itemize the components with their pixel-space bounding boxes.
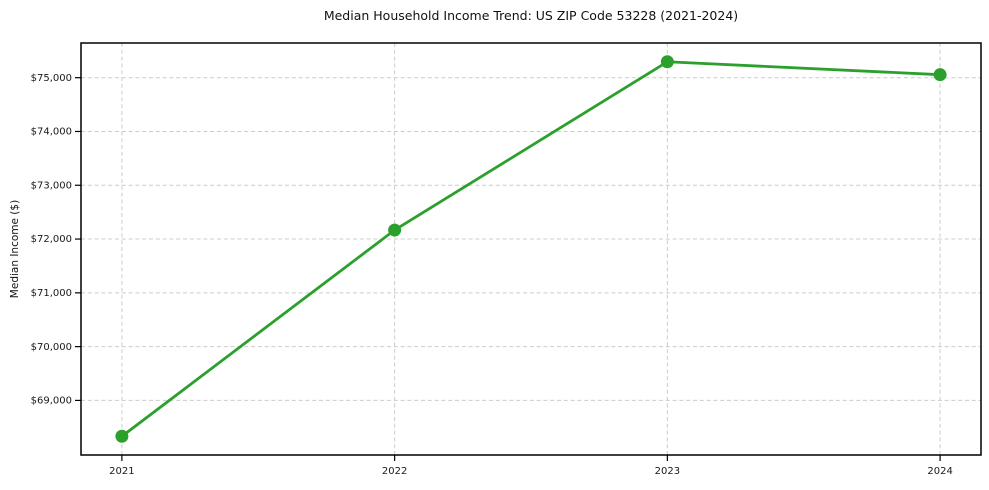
- y-tick-label: $71,000: [31, 288, 72, 299]
- x-tick-label: 2023: [655, 466, 680, 477]
- x-tick-label: 2021: [109, 466, 134, 477]
- y-tick-label: $75,000: [31, 73, 72, 84]
- x-tick-label: 2024: [927, 466, 952, 477]
- y-tick-label: $72,000: [31, 234, 72, 245]
- x-tick-label: 2022: [382, 466, 407, 477]
- y-tick-label: $74,000: [31, 127, 72, 138]
- y-tick-label: $69,000: [31, 396, 72, 407]
- median-income-line: [120, 60, 942, 438]
- plot-border: [80, 42, 982, 456]
- chart-title: Median Household Income Trend: US ZIP Co…: [323, 8, 739, 23]
- data-point-2021: [115, 429, 129, 443]
- y-tick-label: $73,000: [31, 180, 72, 191]
- data-point-2022: [388, 223, 402, 237]
- data-point-2024: [933, 68, 947, 82]
- data-point-2023: [660, 55, 674, 69]
- y-tick-label: $70,000: [31, 342, 72, 353]
